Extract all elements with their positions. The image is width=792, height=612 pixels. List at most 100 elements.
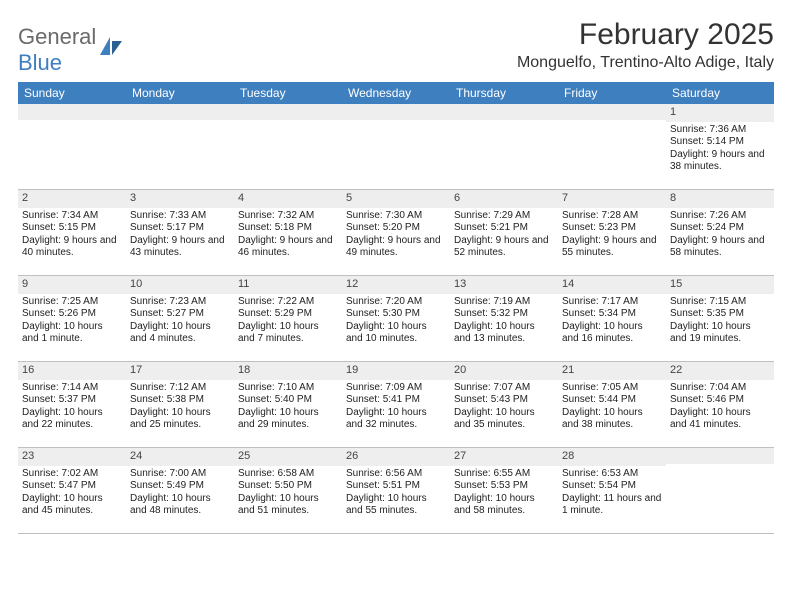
date-number	[234, 104, 342, 120]
day-cell: 18Sunrise: 7:10 AMSunset: 5:40 PMDayligh…	[234, 362, 342, 447]
sunset-text: Sunset: 5:24 PM	[670, 222, 770, 235]
day-body: Sunrise: 7:32 AMSunset: 5:18 PMDaylight:…	[234, 208, 342, 264]
sunset-text: Sunset: 5:23 PM	[562, 222, 662, 235]
date-number: 11	[234, 276, 342, 294]
logo-word-2: Blue	[18, 50, 62, 75]
date-number: 23	[18, 448, 126, 466]
day-body: Sunrise: 7:19 AMSunset: 5:32 PMDaylight:…	[450, 294, 558, 350]
weekday-header: Sunday	[18, 82, 126, 104]
date-number: 24	[126, 448, 234, 466]
date-number: 9	[18, 276, 126, 294]
date-number: 16	[18, 362, 126, 380]
sunset-text: Sunset: 5:46 PM	[670, 394, 770, 407]
day-cell: 22Sunrise: 7:04 AMSunset: 5:46 PMDayligh…	[666, 362, 774, 447]
title-block: February 2025 Monguelfo, Trentino-Alto A…	[517, 18, 774, 72]
sunrise-text: Sunrise: 7:04 AM	[670, 382, 770, 395]
date-number: 2	[18, 190, 126, 208]
week-row: 1Sunrise: 7:36 AMSunset: 5:14 PMDaylight…	[18, 104, 774, 190]
sunrise-text: Sunrise: 7:19 AM	[454, 296, 554, 309]
daylight-text: Daylight: 10 hours and 58 minutes.	[454, 493, 554, 518]
sunrise-text: Sunrise: 7:30 AM	[346, 210, 446, 223]
sunset-text: Sunset: 5:37 PM	[22, 394, 122, 407]
sunrise-text: Sunrise: 7:28 AM	[562, 210, 662, 223]
sunrise-text: Sunrise: 7:33 AM	[130, 210, 230, 223]
date-number: 13	[450, 276, 558, 294]
weekday-header: Saturday	[666, 82, 774, 104]
day-body: Sunrise: 7:12 AMSunset: 5:38 PMDaylight:…	[126, 380, 234, 436]
daylight-text: Daylight: 9 hours and 58 minutes.	[670, 235, 770, 260]
sunset-text: Sunset: 5:50 PM	[238, 480, 338, 493]
day-body: Sunrise: 7:02 AMSunset: 5:47 PMDaylight:…	[18, 466, 126, 522]
date-number: 3	[126, 190, 234, 208]
daylight-text: Daylight: 11 hours and 1 minute.	[562, 493, 662, 518]
day-body: Sunrise: 7:00 AMSunset: 5:49 PMDaylight:…	[126, 466, 234, 522]
date-number: 28	[558, 448, 666, 466]
daylight-text: Daylight: 10 hours and 35 minutes.	[454, 407, 554, 432]
day-cell: 24Sunrise: 7:00 AMSunset: 5:49 PMDayligh…	[126, 448, 234, 533]
daylight-text: Daylight: 9 hours and 46 minutes.	[238, 235, 338, 260]
sunset-text: Sunset: 5:54 PM	[562, 480, 662, 493]
sunset-text: Sunset: 5:43 PM	[454, 394, 554, 407]
day-body: Sunrise: 7:07 AMSunset: 5:43 PMDaylight:…	[450, 380, 558, 436]
sunset-text: Sunset: 5:34 PM	[562, 308, 662, 321]
date-number: 15	[666, 276, 774, 294]
daylight-text: Daylight: 10 hours and 38 minutes.	[562, 407, 662, 432]
day-cell: 20Sunrise: 7:07 AMSunset: 5:43 PMDayligh…	[450, 362, 558, 447]
sunrise-text: Sunrise: 7:15 AM	[670, 296, 770, 309]
sunrise-text: Sunrise: 7:14 AM	[22, 382, 122, 395]
date-number: 27	[450, 448, 558, 466]
day-cell: 10Sunrise: 7:23 AMSunset: 5:27 PMDayligh…	[126, 276, 234, 361]
logo-word-1: General	[18, 24, 96, 49]
day-body: Sunrise: 7:28 AMSunset: 5:23 PMDaylight:…	[558, 208, 666, 264]
day-cell: 16Sunrise: 7:14 AMSunset: 5:37 PMDayligh…	[18, 362, 126, 447]
day-cell: 17Sunrise: 7:12 AMSunset: 5:38 PMDayligh…	[126, 362, 234, 447]
daylight-text: Daylight: 9 hours and 55 minutes.	[562, 235, 662, 260]
day-body: Sunrise: 7:36 AMSunset: 5:14 PMDaylight:…	[666, 122, 774, 178]
day-cell: 1Sunrise: 7:36 AMSunset: 5:14 PMDaylight…	[666, 104, 774, 189]
weekday-header: Thursday	[450, 82, 558, 104]
sunrise-text: Sunrise: 7:20 AM	[346, 296, 446, 309]
sunrise-text: Sunrise: 7:23 AM	[130, 296, 230, 309]
date-number: 19	[342, 362, 450, 380]
daylight-text: Daylight: 9 hours and 43 minutes.	[130, 235, 230, 260]
week-row: 9Sunrise: 7:25 AMSunset: 5:26 PMDaylight…	[18, 276, 774, 362]
sunrise-text: Sunrise: 7:00 AM	[130, 468, 230, 481]
day-cell: 21Sunrise: 7:05 AMSunset: 5:44 PMDayligh…	[558, 362, 666, 447]
day-body: Sunrise: 7:04 AMSunset: 5:46 PMDaylight:…	[666, 380, 774, 436]
sunset-text: Sunset: 5:40 PM	[238, 394, 338, 407]
day-body: Sunrise: 6:58 AMSunset: 5:50 PMDaylight:…	[234, 466, 342, 522]
day-body	[18, 120, 126, 126]
day-cell: 19Sunrise: 7:09 AMSunset: 5:41 PMDayligh…	[342, 362, 450, 447]
daylight-text: Daylight: 10 hours and 45 minutes.	[22, 493, 122, 518]
sunset-text: Sunset: 5:14 PM	[670, 136, 770, 149]
day-body	[342, 120, 450, 126]
sunset-text: Sunset: 5:38 PM	[130, 394, 230, 407]
sunrise-text: Sunrise: 7:34 AM	[22, 210, 122, 223]
date-number: 21	[558, 362, 666, 380]
sunrise-text: Sunrise: 6:55 AM	[454, 468, 554, 481]
daylight-text: Daylight: 9 hours and 40 minutes.	[22, 235, 122, 260]
day-cell	[234, 104, 342, 189]
date-number	[18, 104, 126, 120]
daylight-text: Daylight: 10 hours and 29 minutes.	[238, 407, 338, 432]
day-cell	[126, 104, 234, 189]
logo: General Blue	[18, 18, 124, 76]
sunset-text: Sunset: 5:32 PM	[454, 308, 554, 321]
day-cell: 14Sunrise: 7:17 AMSunset: 5:34 PMDayligh…	[558, 276, 666, 361]
day-body: Sunrise: 7:09 AMSunset: 5:41 PMDaylight:…	[342, 380, 450, 436]
date-number	[126, 104, 234, 120]
weekday-header: Monday	[126, 82, 234, 104]
logo-sail-icon	[98, 35, 124, 62]
daylight-text: Daylight: 10 hours and 1 minute.	[22, 321, 122, 346]
date-number: 4	[234, 190, 342, 208]
daylight-text: Daylight: 10 hours and 55 minutes.	[346, 493, 446, 518]
sunrise-text: Sunrise: 6:53 AM	[562, 468, 662, 481]
date-number: 18	[234, 362, 342, 380]
sunrise-text: Sunrise: 7:29 AM	[454, 210, 554, 223]
day-cell: 6Sunrise: 7:29 AMSunset: 5:21 PMDaylight…	[450, 190, 558, 275]
sunset-text: Sunset: 5:49 PM	[130, 480, 230, 493]
day-cell: 23Sunrise: 7:02 AMSunset: 5:47 PMDayligh…	[18, 448, 126, 533]
sunset-text: Sunset: 5:29 PM	[238, 308, 338, 321]
month-title: February 2025	[517, 18, 774, 52]
sunrise-text: Sunrise: 7:26 AM	[670, 210, 770, 223]
